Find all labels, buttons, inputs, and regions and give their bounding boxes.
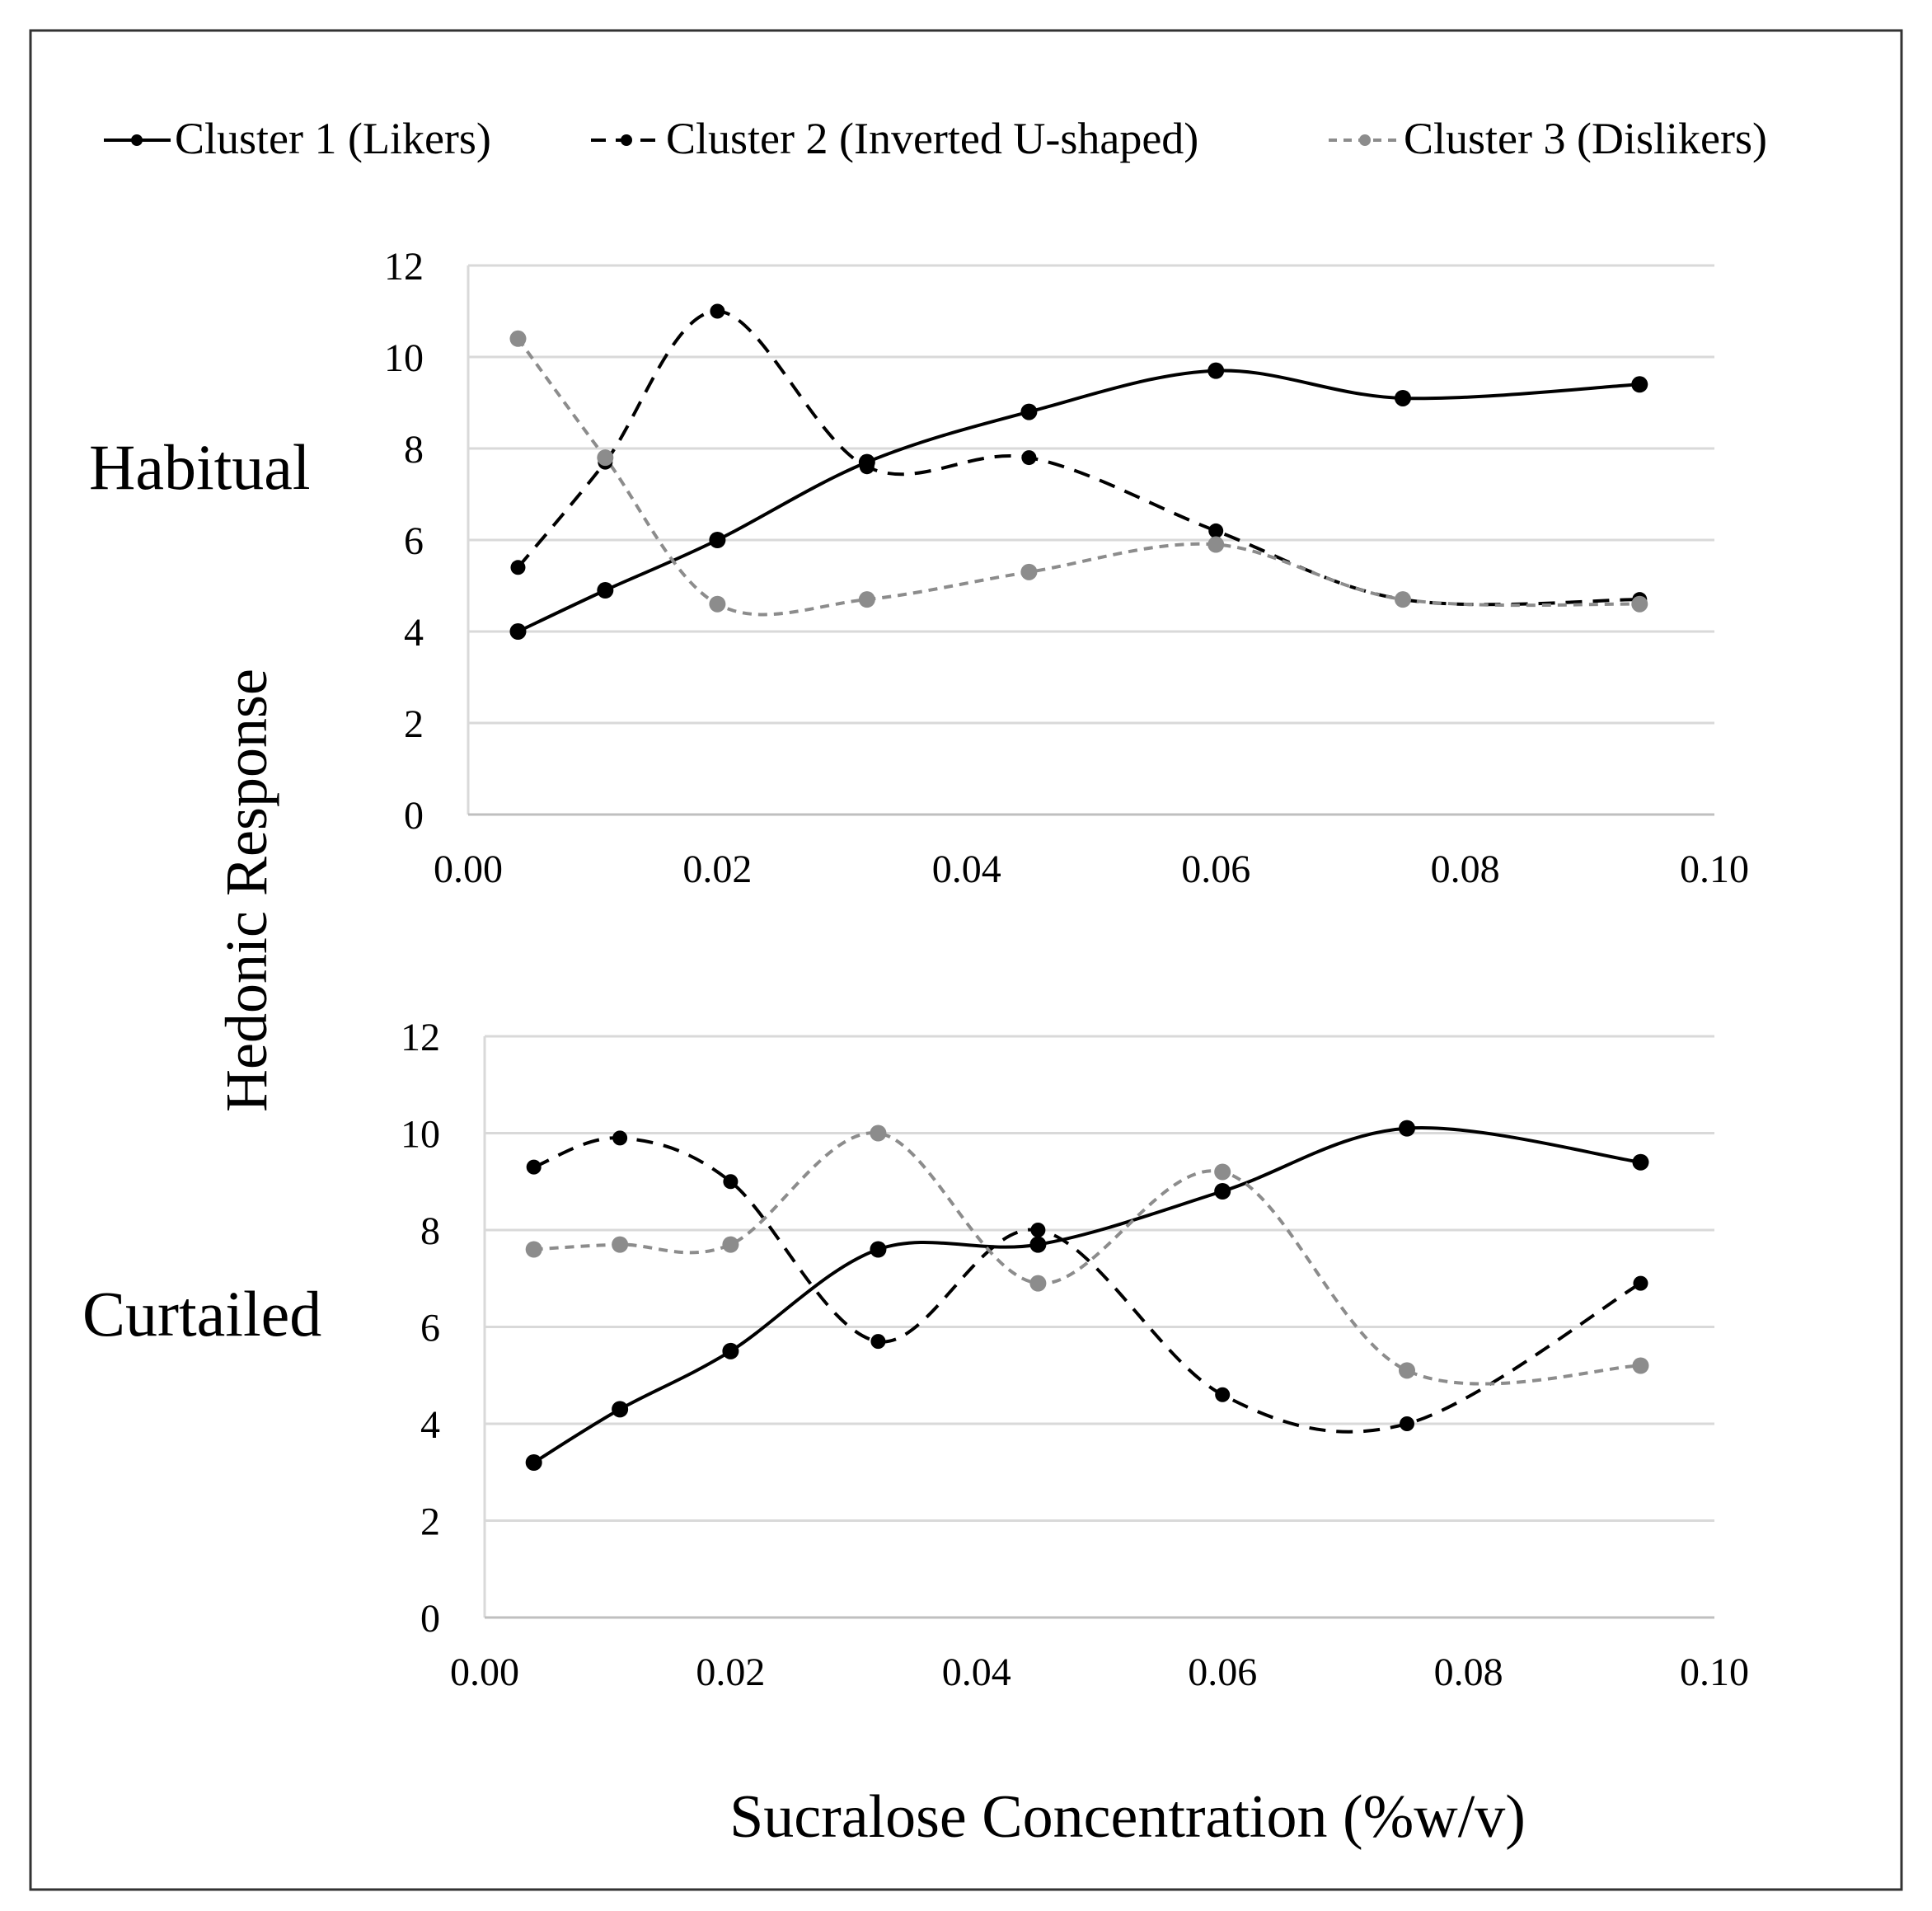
- y-tick-label: 0: [420, 1597, 440, 1641]
- legend-item-cluster-2: Cluster 2 (Inverted U-shaped): [591, 114, 1198, 163]
- x-tick-label: 0.10: [1680, 848, 1749, 891]
- y-tick-label: 8: [420, 1209, 440, 1253]
- y-tick-label: 6: [404, 519, 424, 563]
- y-tick-label: 4: [420, 1403, 440, 1447]
- point-cluster-3: [722, 1236, 739, 1253]
- legend: Cluster 1 (Likers) Cluster 2 (Inverted U…: [104, 114, 1767, 163]
- y-tick-label: 8: [404, 428, 424, 472]
- legend-label-cluster-2: Cluster 2 (Inverted U-shaped): [666, 114, 1198, 163]
- point-cluster-3: [1631, 595, 1648, 613]
- point-cluster-3: [870, 1125, 887, 1142]
- figure-border: [29, 29, 1903, 1891]
- point-cluster-2: [723, 1174, 739, 1190]
- x-tick-label: 0.00: [434, 848, 503, 891]
- legend-label-cluster-1: Cluster 1 (Likers): [175, 114, 491, 163]
- y-axis-title: Hedonic Response: [213, 669, 279, 1112]
- panel-title-habitual: Habitual: [89, 431, 311, 503]
- x-tick-label: 0.10: [1680, 1650, 1749, 1694]
- point-cluster-3: [509, 330, 527, 347]
- x-tick-label: 0.02: [696, 1650, 765, 1694]
- curtailed-plot: 0 2 4 6 8 10 12 0.00 0.02 0.04 0.06 0.08 0.10: [401, 1016, 1749, 1694]
- series-line-cluster-2: [533, 1136, 1642, 1434]
- point-cluster-2: [1021, 450, 1037, 466]
- point-cluster-1: [525, 1454, 542, 1471]
- point-cluster-3: [1399, 1362, 1415, 1379]
- legend-marker-cluster-3: [1359, 134, 1371, 146]
- x-tick-label: 0.08: [1431, 848, 1500, 891]
- habitual-plot: 0 2 4 6 8 10 12 0.00 0.02 0.04 0.06 0.08 0.10: [384, 245, 1749, 891]
- point-cluster-2: [1030, 1223, 1046, 1237]
- x-tick-label: 0.06: [1181, 848, 1250, 891]
- point-cluster-3: [1208, 536, 1225, 553]
- point-cluster-3: [1632, 1357, 1649, 1374]
- legend-item-cluster-1: Cluster 1 (Likers): [104, 114, 491, 163]
- point-cluster-2: [870, 1334, 886, 1350]
- point-cluster-3: [1214, 1163, 1231, 1181]
- legend-marker-cluster-2: [621, 134, 632, 146]
- y-tick-label: 10: [384, 336, 424, 380]
- point-cluster-1: [870, 1241, 887, 1258]
- point-cluster-1: [597, 582, 614, 599]
- x-tick-label: 0.02: [682, 848, 752, 891]
- y-tick-label: 2: [404, 702, 424, 746]
- y-tick-label: 0: [404, 794, 424, 838]
- x-tick-label: 0.04: [932, 848, 1001, 891]
- x-tick-label: 0.08: [1434, 1650, 1503, 1694]
- point-cluster-3: [612, 1236, 629, 1253]
- point-cluster-3: [597, 449, 614, 467]
- point-cluster-1: [1020, 403, 1038, 420]
- x-tick-label: 0.06: [1188, 1650, 1257, 1694]
- point-cluster-1: [1631, 376, 1648, 393]
- point-cluster-1: [1632, 1153, 1649, 1171]
- point-cluster-2: [1400, 1416, 1414, 1431]
- y-tick-label: 2: [420, 1500, 440, 1544]
- panel-title-curtailed: Curtailed: [82, 1278, 321, 1350]
- point-cluster-2: [710, 303, 725, 319]
- point-cluster-3: [858, 591, 875, 608]
- point-cluster-2: [510, 560, 526, 575]
- point-cluster-1: [1399, 1120, 1415, 1137]
- y-tick-label: 6: [420, 1307, 440, 1350]
- point-cluster-1: [612, 1401, 629, 1418]
- point-cluster-3: [1020, 563, 1038, 580]
- legend-label-cluster-3: Cluster 3 (Dislikers): [1404, 114, 1767, 163]
- y-tick-label: 4: [404, 611, 424, 655]
- point-cluster-1: [1208, 362, 1225, 379]
- point-cluster-2: [1633, 1275, 1648, 1291]
- y-tick-label: 12: [401, 1016, 440, 1059]
- legend-marker-cluster-1: [131, 134, 143, 146]
- legend-item-cluster-3: Cluster 3 (Dislikers): [1329, 114, 1767, 163]
- point-cluster-2: [612, 1130, 628, 1146]
- point-cluster-2: [526, 1159, 542, 1175]
- y-tick-label: 12: [384, 245, 424, 289]
- x-axis-title: Sucralose Concentration (%w/v): [729, 1783, 1526, 1851]
- x-tick-label: 0.04: [942, 1650, 1011, 1694]
- y-tick-label: 10: [401, 1113, 440, 1157]
- point-cluster-1: [1214, 1183, 1231, 1200]
- point-cluster-3: [1395, 591, 1411, 608]
- point-cluster-1: [509, 623, 527, 640]
- point-cluster-2: [1208, 523, 1224, 538]
- point-cluster-1: [709, 532, 726, 548]
- point-cluster-1: [1395, 389, 1411, 406]
- series-line-cluster-2: [516, 309, 1640, 607]
- point-cluster-3: [709, 595, 726, 613]
- point-cluster-2: [1215, 1387, 1231, 1402]
- point-cluster-2: [859, 459, 875, 475]
- point-cluster-1: [1029, 1236, 1047, 1253]
- point-cluster-3: [1029, 1275, 1047, 1292]
- x-tick-label: 0.00: [450, 1650, 519, 1694]
- point-cluster-1: [722, 1342, 739, 1359]
- point-cluster-3: [525, 1241, 542, 1258]
